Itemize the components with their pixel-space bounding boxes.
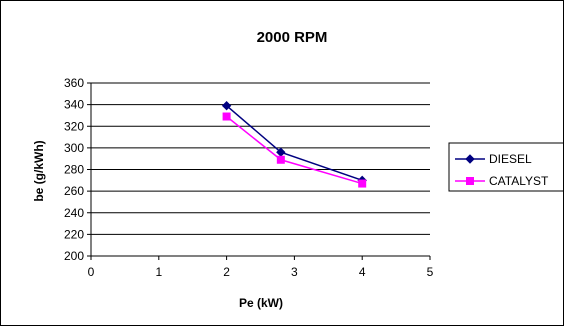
y-tick-label: 300 (64, 141, 84, 155)
legend-marker-catalyst (466, 177, 474, 185)
y-tick-label: 280 (64, 163, 84, 177)
data-point-catalyst (276, 155, 285, 164)
legend-item-catalyst: CATALYST (455, 174, 549, 188)
x-axis-label: Pe (kW) (239, 296, 283, 310)
series-catalyst (222, 112, 367, 188)
x-tick-label: 3 (291, 265, 298, 279)
chart-title: 2000 RPM (257, 29, 328, 46)
data-point-catalyst (222, 112, 231, 121)
y-tick-label: 240 (64, 206, 84, 220)
legend-item-diesel: DIESEL (455, 152, 532, 166)
x-tick-label: 1 (155, 265, 162, 279)
tick-labels: 200 220 240 260 280 300 320 340 360 0 1 2 3 4 5 (64, 76, 434, 279)
x-tick-label: 5 (427, 265, 434, 279)
series-layer (221, 100, 367, 188)
y-tick-label: 340 (64, 98, 84, 112)
y-tick-label: 200 (64, 249, 84, 263)
legend-label-diesel: DIESEL (489, 152, 532, 166)
gridlines (91, 82, 430, 235)
series-diesel (221, 100, 367, 186)
legend-label-catalyst: CATALYST (489, 174, 549, 188)
legend: DIESEL CATALYST (448, 142, 563, 192)
data-point-diesel (221, 100, 232, 111)
y-tick-label: 220 (64, 227, 84, 241)
legend-marker-diesel (465, 154, 475, 164)
y-tick-label: 360 (64, 76, 84, 90)
x-tick-label: 2 (223, 265, 230, 279)
x-tick-label: 4 (359, 265, 366, 279)
y-tick-label: 320 (64, 119, 84, 133)
data-point-catalyst (358, 179, 367, 188)
y-axis-label: be (g/kWh) (32, 140, 46, 201)
x-tick-label: 0 (88, 265, 95, 279)
axes (87, 82, 431, 260)
y-tick-label: 260 (64, 184, 84, 198)
